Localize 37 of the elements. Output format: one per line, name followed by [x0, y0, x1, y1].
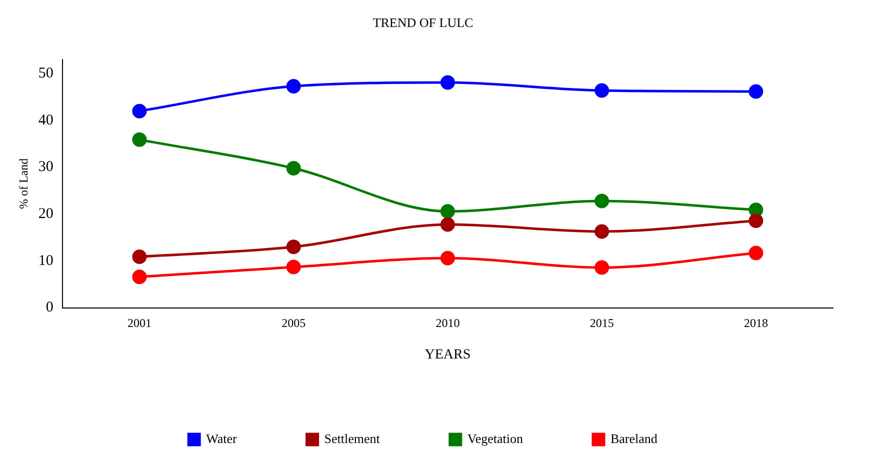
point — [748, 84, 764, 99]
point — [286, 79, 301, 94]
point — [286, 260, 301, 274]
point — [440, 217, 455, 232]
chart-title: TREND OF LULC — [372, 15, 474, 30]
y-tick-label: 0 — [46, 300, 54, 316]
legend-label: Bareland — [610, 430, 658, 446]
legend-label: Water — [206, 430, 238, 446]
y-tick-label: 10 — [38, 252, 54, 269]
point — [440, 204, 455, 219]
point — [132, 104, 147, 118]
point — [440, 250, 455, 266]
y-tick-label: 30 — [38, 159, 54, 176]
legend-label: Settlement — [324, 430, 380, 446]
x-tick-label: 2010 — [436, 316, 460, 330]
x-tick-label: 2018 — [744, 316, 768, 330]
x-tick-label: 2005 — [282, 316, 306, 330]
point — [594, 260, 610, 275]
point — [286, 160, 301, 176]
point — [748, 246, 764, 260]
point — [132, 250, 147, 264]
point — [286, 240, 301, 254]
point — [440, 75, 455, 90]
y-axis-title: % of Land — [16, 158, 30, 210]
point — [594, 83, 610, 98]
x-axis-title: YEARS — [424, 347, 471, 362]
x-tick-label: 2001 — [127, 316, 152, 330]
y-tick-label: 50 — [38, 66, 54, 82]
point — [748, 213, 764, 228]
point — [594, 224, 610, 239]
point — [132, 132, 147, 147]
y-tick-label: 40 — [38, 112, 54, 128]
point — [132, 270, 147, 284]
y-tick-label: 20 — [38, 206, 54, 222]
x-tick-label: 2015 — [590, 316, 614, 330]
legend-label: Vegetation — [467, 430, 524, 446]
point — [594, 194, 610, 208]
